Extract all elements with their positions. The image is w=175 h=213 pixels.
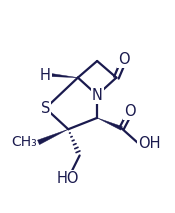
Text: N: N bbox=[92, 88, 103, 103]
Polygon shape bbox=[97, 118, 122, 130]
Text: HO: HO bbox=[57, 171, 79, 186]
Text: S: S bbox=[41, 101, 50, 116]
Polygon shape bbox=[37, 129, 68, 145]
Polygon shape bbox=[51, 73, 78, 78]
Text: CH₃: CH₃ bbox=[11, 135, 37, 149]
Text: OH: OH bbox=[138, 136, 161, 151]
Text: H: H bbox=[40, 68, 51, 82]
Text: O: O bbox=[118, 52, 130, 67]
Text: O: O bbox=[125, 104, 136, 119]
